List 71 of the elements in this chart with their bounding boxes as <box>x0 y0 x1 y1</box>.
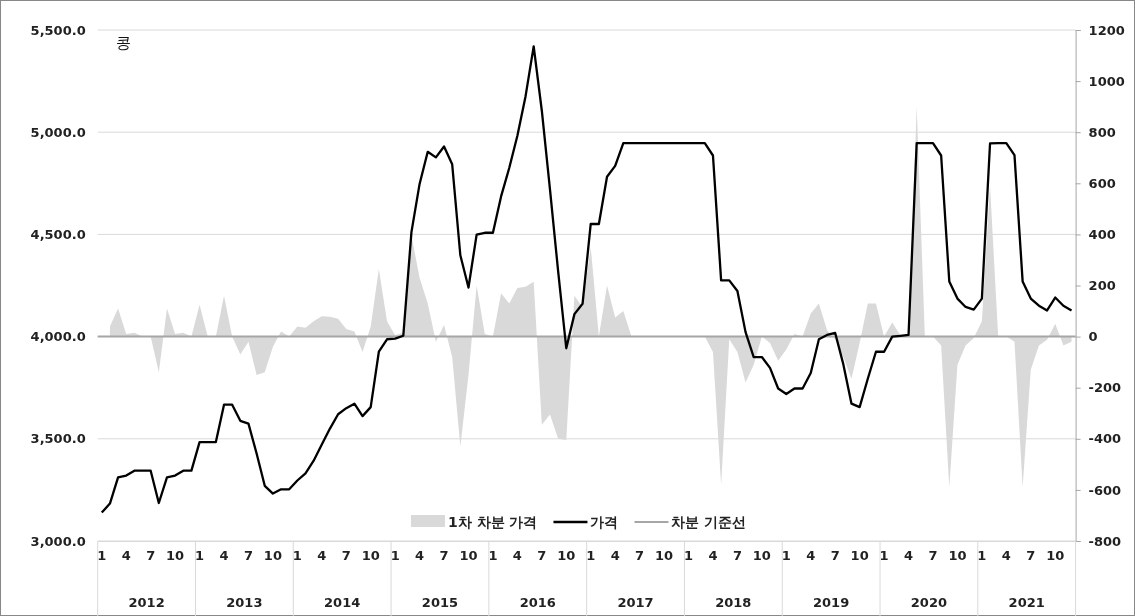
y2-tick-label: 400 <box>1088 227 1116 243</box>
chart-title: 콩 <box>116 34 131 52</box>
legend-label: 1차 차분 가격 <box>447 514 538 530</box>
y2-tick-label: -600 <box>1088 482 1122 498</box>
x-tick-label: 10 <box>752 548 771 564</box>
x-tick-label: 10 <box>459 548 478 564</box>
x-tick-label: 10 <box>361 548 380 564</box>
x-tick-label: 10 <box>263 548 282 564</box>
legend-label: 가격 <box>590 514 619 530</box>
x-tick-label: 7 <box>928 548 938 564</box>
y2-tick-label: 800 <box>1088 124 1116 140</box>
y2-tick-label: 200 <box>1088 278 1116 294</box>
y-tick-label: 4,000.0 <box>30 329 86 345</box>
text: 2016 <box>519 595 556 610</box>
y-tick-label: 3,000.0 <box>30 533 86 549</box>
x-tick-label: 1 <box>97 548 107 564</box>
text: 2012 <box>128 595 165 610</box>
x-tick-label: 4 <box>610 548 620 564</box>
text: 2014 <box>324 595 361 610</box>
y-tick-label: 5,500.0 <box>30 22 86 38</box>
y-tick-label: 5,000.0 <box>30 124 86 140</box>
x-tick-label: 4 <box>121 548 131 564</box>
y-tick-label: 4,500.0 <box>30 227 86 243</box>
x-tick-label: 7 <box>1026 548 1036 564</box>
x-tick-label: 4 <box>806 548 816 564</box>
x-tick-label: 10 <box>1046 548 1065 564</box>
x-tick-label: 4 <box>415 548 425 564</box>
x-tick-label: 10 <box>850 548 869 564</box>
x-tick-label: 7 <box>830 548 840 564</box>
text: 2015 <box>421 595 459 610</box>
y-tick-label: 3,500.0 <box>30 431 86 447</box>
y2-tick-label: 0 <box>1088 329 1098 345</box>
x-tick-label: 7 <box>439 548 449 564</box>
x-tick-label: 10 <box>166 548 185 564</box>
y2-tick-label: -200 <box>1088 380 1122 396</box>
x-tick-label: 1 <box>586 548 596 564</box>
x-tick-label: 4 <box>317 548 327 564</box>
x-tick-label: 1 <box>977 548 987 564</box>
x-tick-label: 1 <box>781 548 791 564</box>
x-tick-label: 7 <box>635 548 645 564</box>
x-tick-label: 1 <box>879 548 889 564</box>
x-tick-label: 7 <box>243 548 253 564</box>
x-tick-label: 7 <box>146 548 156 564</box>
x-tick-label: 1 <box>683 548 694 564</box>
x-tick-label: 4 <box>219 548 229 564</box>
y2-tick-label: 1200 <box>1088 22 1125 38</box>
x-tick-label: 1 <box>292 548 302 564</box>
x-tick-label: 4 <box>708 548 718 564</box>
x-tick-label: 4 <box>1001 548 1011 564</box>
text: 2019 <box>813 595 850 610</box>
x-tick-label: 7 <box>537 548 547 564</box>
x-tick-label: 7 <box>732 548 742 564</box>
legend-label: 차분 기준선 <box>671 514 747 530</box>
x-tick-label: 1 <box>195 548 205 564</box>
text: 2018 <box>715 595 752 610</box>
y2-tick-label: -400 <box>1088 431 1122 447</box>
y2-tick-label: 600 <box>1088 175 1116 191</box>
text: 2013 <box>226 595 263 610</box>
x-tick-label: 4 <box>512 548 522 564</box>
x-tick-label: 1 <box>488 548 498 564</box>
text: 2020 <box>910 595 948 610</box>
text: 2017 <box>617 595 654 610</box>
x-tick-label: 10 <box>655 548 674 564</box>
x-tick-label: 7 <box>341 548 351 564</box>
x-tick-label: 1 <box>390 548 400 564</box>
x-tick-label: 4 <box>904 548 914 564</box>
x-tick-label: 10 <box>557 548 576 564</box>
text: 2021 <box>1008 595 1045 610</box>
y2-tick-label: 1000 <box>1088 73 1125 89</box>
x-tick-label: 10 <box>948 548 967 564</box>
y2-tick-label: -800 <box>1088 533 1122 549</box>
